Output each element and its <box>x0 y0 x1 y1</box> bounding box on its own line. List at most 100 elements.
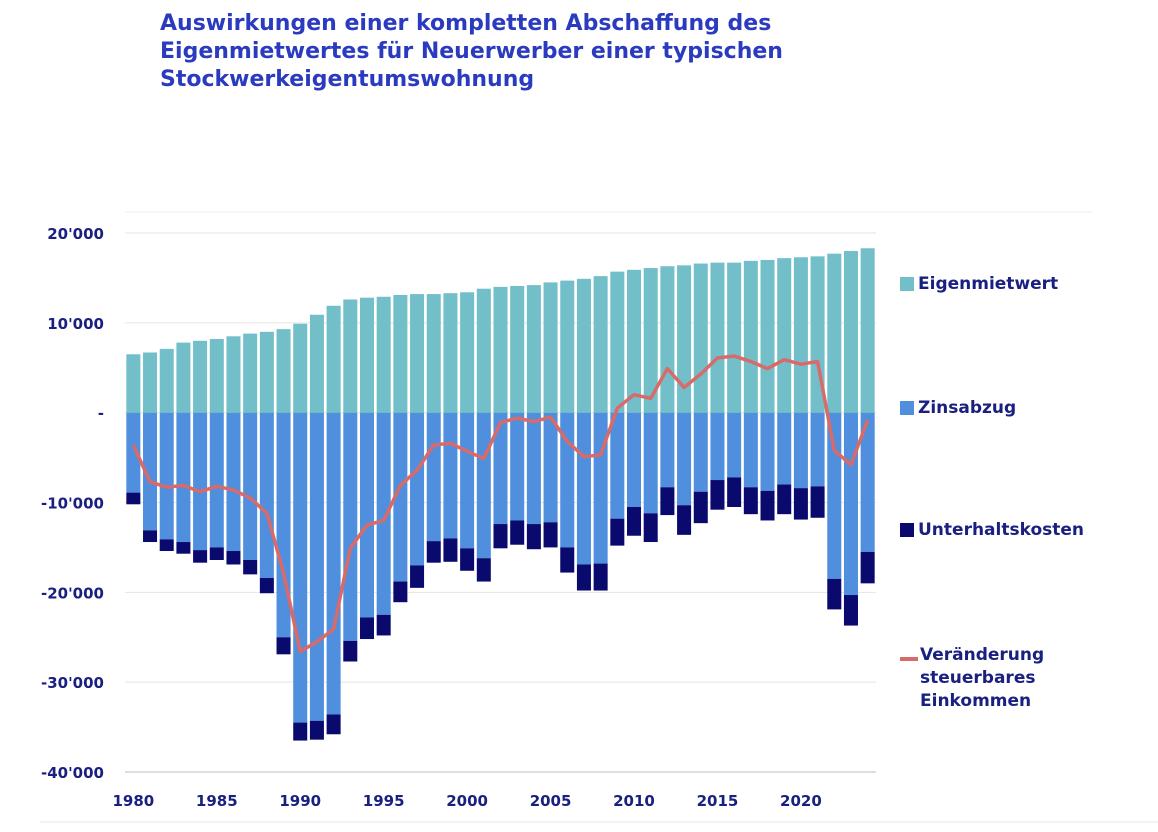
bar-zinsabzug <box>627 412 642 507</box>
x-tick-label: 2015 <box>697 792 739 810</box>
bar-unterhaltskosten <box>309 720 324 740</box>
bar-unterhaltskosten <box>243 559 258 575</box>
bar-unterhaltskosten <box>793 488 808 520</box>
bar-eigenmietwert <box>443 293 458 413</box>
bar-unterhaltskosten <box>860 551 875 584</box>
bar-unterhaltskosten <box>460 548 475 571</box>
bar-zinsabzug <box>226 412 241 552</box>
bar-eigenmietwert <box>576 278 591 413</box>
bar-unterhaltskosten <box>810 486 825 518</box>
legend-swatch-zinsabzug <box>900 401 914 415</box>
bar-zinsabzug <box>510 412 525 521</box>
bar-eigenmietwert <box>560 280 575 413</box>
bar-zinsabzug <box>259 412 274 578</box>
title-line-1: Auswirkungen einer kompletten Abschaffun… <box>160 11 772 36</box>
legend-item-unterhalt: Unterhaltskosten <box>900 520 1084 540</box>
bar-zinsabzug <box>243 412 258 560</box>
x-tick-label: 1980 <box>112 792 154 810</box>
bar-eigenmietwert <box>376 296 391 413</box>
bar-zinsabzug <box>576 412 591 565</box>
bar-unterhaltskosten <box>410 565 425 588</box>
bar-unterhaltskosten <box>476 558 491 582</box>
bar-unterhaltskosten <box>727 477 742 507</box>
bar-zinsabzug <box>376 412 391 615</box>
bar-eigenmietwert <box>760 259 775 413</box>
bar-eigenmietwert <box>143 352 158 413</box>
bar-zinsabzug <box>176 412 191 543</box>
bar-zinsabzug <box>610 412 625 519</box>
bar-unterhaltskosten <box>326 714 341 735</box>
bar-unterhaltskosten <box>777 484 792 515</box>
bar-eigenmietwert <box>843 250 858 413</box>
bar-zinsabzug <box>677 412 692 506</box>
x-tick-label: 2010 <box>613 792 655 810</box>
legend-label-unterhalt: Unterhaltskosten <box>918 520 1084 540</box>
bar-eigenmietwert <box>276 329 291 413</box>
bar-eigenmietwert <box>510 286 525 413</box>
bar-unterhaltskosten <box>276 637 291 655</box>
bar-zinsabzug <box>493 412 508 525</box>
bar-eigenmietwert <box>743 260 758 413</box>
y-tick-label: 20'000 <box>47 225 104 243</box>
x-tick-label: 2000 <box>446 792 488 810</box>
bar-eigenmietwert <box>660 266 675 413</box>
bar-zinsabzug <box>159 412 174 540</box>
bar-eigenmietwert <box>309 314 324 413</box>
bar-unterhaltskosten <box>209 547 224 560</box>
bar-unterhaltskosten <box>343 640 358 662</box>
bar-eigenmietwert <box>126 354 141 413</box>
bar-unterhaltskosten <box>593 563 608 591</box>
bar-eigenmietwert <box>643 268 658 413</box>
bar-eigenmietwert <box>860 248 875 413</box>
bar-eigenmietwert <box>493 286 508 413</box>
y-tick-label: -10'000 <box>41 495 104 513</box>
bar-eigenmietwert <box>460 292 475 413</box>
bar-unterhaltskosten <box>510 520 525 545</box>
bar-unterhaltskosten <box>643 513 658 543</box>
legend-label-veraenderung-line1: Veränderung <box>920 645 1045 665</box>
bar-unterhaltskosten <box>393 581 408 603</box>
legend-swatch-veraenderung <box>900 656 918 661</box>
bar-zinsabzug <box>727 412 742 478</box>
bar-zinsabzug <box>660 412 675 488</box>
legend-item-eigenmietwert: Eigenmietwert <box>900 274 1058 294</box>
bar-unterhaltskosten <box>226 551 241 565</box>
bar-unterhaltskosten <box>126 492 141 505</box>
bar-eigenmietwert <box>777 258 792 413</box>
y-tick-label: 10'000 <box>47 315 104 333</box>
bar-eigenmietwert <box>426 294 441 413</box>
bar-eigenmietwert <box>343 299 358 413</box>
bar-unterhaltskosten <box>560 547 575 573</box>
bar-zinsabzug <box>476 412 491 559</box>
bar-eigenmietwert <box>209 339 224 413</box>
bar-eigenmietwert <box>593 276 608 413</box>
bar-eigenmietwert <box>293 323 308 413</box>
bar-eigenmietwert <box>176 342 191 413</box>
bar-eigenmietwert <box>710 262 725 413</box>
bar-zinsabzug <box>126 412 141 493</box>
bar-eigenmietwert <box>793 257 808 413</box>
x-tick-label: 1995 <box>363 792 405 810</box>
bar-zinsabzug <box>410 412 425 566</box>
bar-eigenmietwert <box>677 265 692 413</box>
bar-eigenmietwert <box>226 336 241 413</box>
bar-unterhaltskosten <box>576 564 591 591</box>
x-tick-label: 1985 <box>196 792 238 810</box>
bar-zinsabzug <box>843 412 858 596</box>
bar-zinsabzug <box>810 412 825 487</box>
bar-zinsabzug <box>193 412 208 551</box>
bar-zinsabzug <box>326 412 341 715</box>
bar-zinsabzug <box>426 412 441 542</box>
bar-zinsabzug <box>793 412 808 489</box>
bar-zinsabzug <box>209 412 224 548</box>
x-tick-label: 2020 <box>780 792 822 810</box>
legend-item-veraenderung: Veränderung steuerbares Einkommen <box>900 644 1044 713</box>
bar-zinsabzug <box>526 412 541 525</box>
bar-zinsabzug <box>309 412 324 721</box>
legend-label-zinsabzug: Zinsabzug <box>918 398 1017 418</box>
bar-unterhaltskosten <box>426 541 441 563</box>
bar-eigenmietwert <box>326 305 341 413</box>
bar-unterhaltskosten <box>627 506 642 536</box>
legend-label-veraenderung: Veränderung steuerbares Einkommen <box>920 644 1044 713</box>
